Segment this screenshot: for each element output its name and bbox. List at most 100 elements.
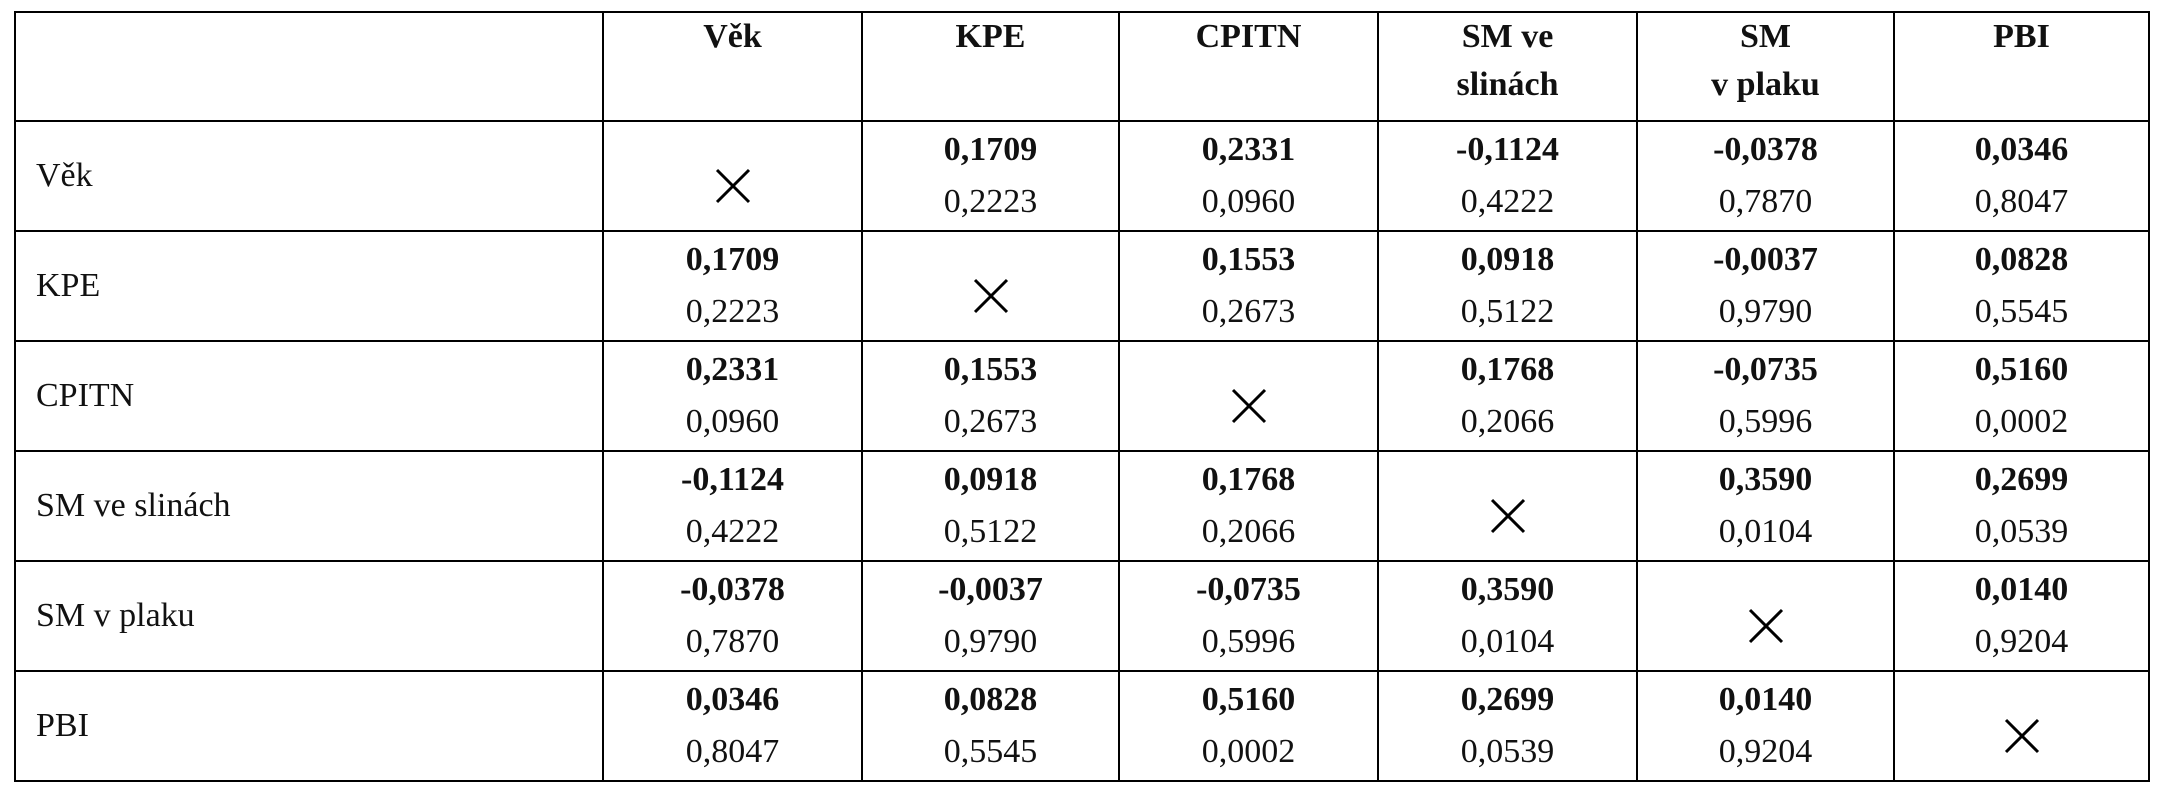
row-label: KPE xyxy=(14,230,604,342)
correlation-value: 0,1768 xyxy=(1201,461,1296,498)
table-cell: 0,1553 0,2673 xyxy=(1118,230,1379,342)
table-cell: 0,1709 0,2223 xyxy=(602,230,863,342)
correlation-value: 0,1553 xyxy=(943,351,1038,388)
correlation-value: 0,2331 xyxy=(1201,131,1296,168)
table-cell: 0,3590 0,0104 xyxy=(1636,450,1895,562)
column-header: KPE xyxy=(861,11,1120,122)
column-header: CPITN xyxy=(1118,11,1379,122)
p-value: 0,2673 xyxy=(1201,293,1296,330)
table-cell: 0,2699 0,0539 xyxy=(1377,670,1638,782)
correlation-value: 0,0140 xyxy=(1718,681,1813,718)
p-value: 0,5996 xyxy=(1201,623,1296,660)
diagonal-cross xyxy=(1231,388,1266,424)
correlation-value: -0,1124 xyxy=(1456,131,1559,168)
table-cell: 0,1553 0,2673 xyxy=(861,340,1120,452)
column-header: Věk xyxy=(602,11,863,122)
row-label: PBI xyxy=(14,670,604,782)
correlation-table: Věk KPE CPITN SM ve slinách SM v plaku PBI Věk 0… xyxy=(14,11,2150,782)
correlation-value: -0,1124 xyxy=(681,461,784,498)
p-value: 0,7870 xyxy=(685,623,780,660)
p-value: 0,0104 xyxy=(1718,513,1813,550)
header-line: SM ve xyxy=(1461,18,1554,55)
p-value: 0,2066 xyxy=(1460,403,1555,440)
table-cell: -0,1124 0,4222 xyxy=(602,450,863,562)
correlation-value: 0,0918 xyxy=(943,461,1038,498)
diagonal-cross xyxy=(1748,608,1783,644)
table-cell: 0,1768 0,2066 xyxy=(1377,340,1638,452)
p-value: 0,4222 xyxy=(685,513,780,550)
correlation-value: -0,0735 xyxy=(1196,571,1301,608)
table-cell: 0,5160 0,0002 xyxy=(1893,340,2150,452)
table-cell xyxy=(1118,340,1379,452)
table-cell: 0,0140 0,9204 xyxy=(1636,670,1895,782)
p-value: 0,8047 xyxy=(685,733,780,770)
header-line: KPE xyxy=(955,18,1026,55)
header-line: v plaku xyxy=(1711,66,1820,103)
p-value: 0,2223 xyxy=(943,183,1038,220)
p-value: 0,0104 xyxy=(1460,623,1555,660)
p-value: 0,0002 xyxy=(1201,733,1296,770)
table-row: Věk 0,1709 0,2223 0,2331 0,0960 -0,1124 0,4222… xyxy=(14,120,2150,232)
correlation-value: 0,3590 xyxy=(1460,571,1555,608)
row-label: SM ve slinách xyxy=(14,450,604,562)
header-row: Věk KPE CPITN SM ve slinách SM v plaku PBI xyxy=(14,11,2150,122)
p-value: 0,0539 xyxy=(1460,733,1555,770)
table-cell: 0,0918 0,5122 xyxy=(861,450,1120,562)
p-value: 0,2066 xyxy=(1201,513,1296,550)
corner-cell xyxy=(14,11,604,122)
table-cell: 0,0828 0,5545 xyxy=(1893,230,2150,342)
p-value: 0,5545 xyxy=(943,733,1038,770)
table-cell: 0,0346 0,8047 xyxy=(602,670,863,782)
correlation-value: 0,2331 xyxy=(685,351,780,388)
table-cell: -0,0735 0,5996 xyxy=(1636,340,1895,452)
correlation-value: 0,0346 xyxy=(1974,131,2069,168)
p-value: 0,5545 xyxy=(1974,293,2069,330)
p-value: 0,2673 xyxy=(943,403,1038,440)
table-cell: -0,0378 0,7870 xyxy=(1636,120,1895,232)
table-cell: -0,0037 0,9790 xyxy=(861,560,1120,672)
correlation-value: 0,0918 xyxy=(1460,241,1555,278)
table-cell: 0,0140 0,9204 xyxy=(1893,560,2150,672)
p-value: 0,7870 xyxy=(1718,183,1813,220)
diagonal-cross xyxy=(2004,718,2039,754)
table-cell: 0,2331 0,0960 xyxy=(1118,120,1379,232)
diagonal-cross xyxy=(715,168,750,204)
diagonal-cross xyxy=(973,278,1008,314)
correlation-value: 0,5160 xyxy=(1974,351,2069,388)
correlation-value: 0,0828 xyxy=(1974,241,2069,278)
header-line: SM xyxy=(1740,18,1791,55)
correlation-value: -0,0037 xyxy=(938,571,1043,608)
correlation-value: 0,0828 xyxy=(943,681,1038,718)
header-line: Věk xyxy=(703,18,762,55)
correlation-value: 0,1768 xyxy=(1460,351,1555,388)
table-cell: 0,0828 0,5545 xyxy=(861,670,1120,782)
column-header: PBI xyxy=(1893,11,2150,122)
header-line: slinách xyxy=(1456,66,1559,103)
row-label: Věk xyxy=(14,120,604,232)
table-cell: 0,2699 0,0539 xyxy=(1893,450,2150,562)
correlation-value: -0,0378 xyxy=(1713,131,1818,168)
correlation-value: 0,2699 xyxy=(1974,461,2069,498)
p-value: 0,9204 xyxy=(1974,623,2069,660)
table-cell xyxy=(1893,670,2150,782)
table-cell xyxy=(1377,450,1638,562)
p-value: 0,5122 xyxy=(943,513,1038,550)
correlation-value: -0,0037 xyxy=(1713,241,1818,278)
p-value: 0,0539 xyxy=(1974,513,2069,550)
header-line: CPITN xyxy=(1195,18,1302,55)
table-cell: 0,0346 0,8047 xyxy=(1893,120,2150,232)
table-row: SM v plaku -0,0378 0,7870 -0,0037 0,9790 -0,0… xyxy=(14,560,2150,672)
p-value: 0,5122 xyxy=(1460,293,1555,330)
correlation-value: 0,2699 xyxy=(1460,681,1555,718)
correlation-value: -0,0378 xyxy=(680,571,785,608)
table-row: KPE 0,1709 0,2223 0,1553 0,2673 0,0918 0,5122 -… xyxy=(14,230,2150,342)
p-value: 0,4222 xyxy=(1460,183,1555,220)
column-header: SM v plaku xyxy=(1636,11,1895,122)
correlation-value: -0,0735 xyxy=(1713,351,1818,388)
correlation-value: 0,5160 xyxy=(1201,681,1296,718)
p-value: 0,0960 xyxy=(685,403,780,440)
correlation-value: 0,1553 xyxy=(1201,241,1296,278)
p-value: 0,9204 xyxy=(1718,733,1813,770)
table-cell xyxy=(602,120,863,232)
row-label: CPITN xyxy=(14,340,604,452)
